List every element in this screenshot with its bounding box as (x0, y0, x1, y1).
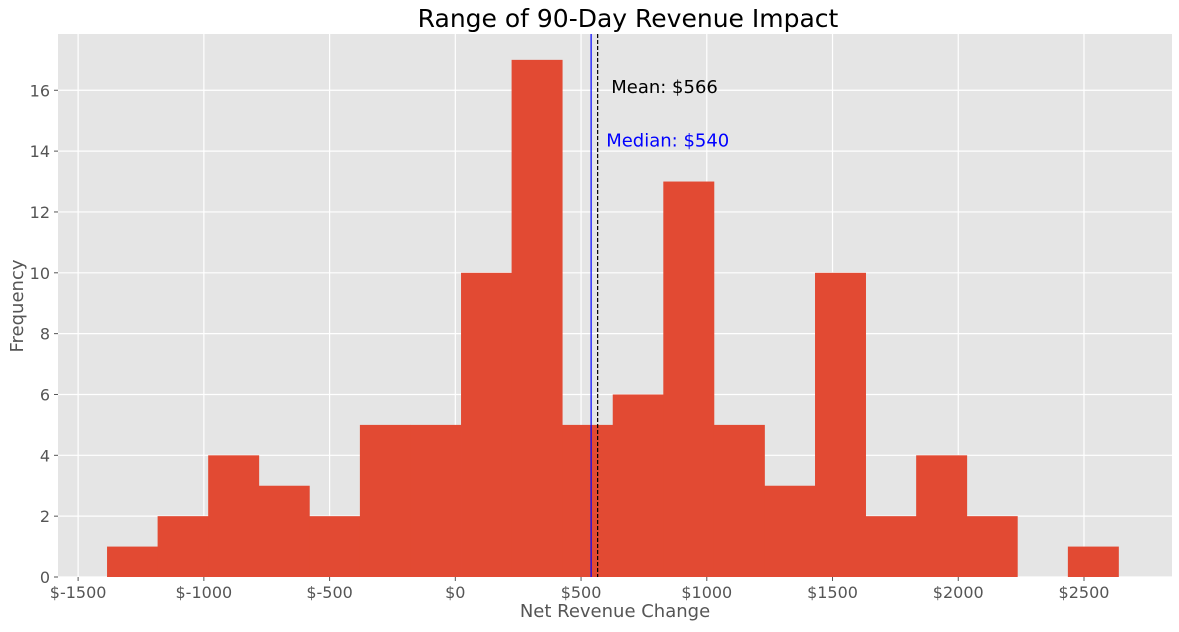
y-tick-label: 10 (30, 264, 50, 283)
x-tick-label: $1000 (681, 583, 732, 602)
histogram-bar (612, 394, 664, 577)
histogram-bar (461, 272, 512, 577)
y-tick-label: 14 (30, 142, 50, 161)
y-axis-ticks: 0 2 4 6 8 10 12 14 16 (30, 81, 58, 587)
histogram-bar (309, 516, 361, 577)
histogram-bar (157, 516, 209, 577)
x-axis-ticks: $-1500 $-1000 $-500 $0 $500 $1000 $1500 $2000 $2… (50, 577, 1110, 602)
y-tick-label: 8 (40, 325, 50, 344)
x-tick-label: $0 (445, 583, 465, 602)
y-tick-label: 2 (40, 507, 50, 526)
x-tick-label: $2000 (933, 583, 984, 602)
x-tick-label: $-1500 (50, 583, 107, 602)
y-tick-label: 4 (40, 446, 50, 465)
y-axis-label: Frequency (7, 259, 28, 352)
histogram-bar (1067, 546, 1119, 577)
mean-label: Mean: $566 (611, 77, 718, 98)
y-tick-label: 6 (40, 385, 50, 404)
y-tick-label: 12 (30, 203, 50, 222)
histogram-bar (107, 546, 159, 577)
x-axis-label: Net Revenue Change (520, 601, 710, 622)
x-tick-label: $500 (561, 583, 602, 602)
histogram-bar (562, 424, 614, 577)
x-tick-label: $2500 (1059, 583, 1110, 602)
histogram-bar (410, 424, 462, 577)
x-tick-label: $-1000 (176, 583, 233, 602)
median-label: Median: $540 (606, 130, 729, 151)
y-tick-label: 16 (30, 81, 50, 100)
histogram-bar (713, 424, 765, 577)
annotations: Mean: $566 Median: $540 (606, 77, 729, 151)
histogram-bar (865, 516, 917, 577)
histogram-bar (966, 516, 1018, 577)
histogram-bar (764, 485, 816, 577)
histogram-bar (916, 455, 968, 577)
chart-title: Range of 90-Day Revenue Impact (418, 4, 839, 33)
histogram-bars (107, 59, 1119, 578)
histogram-bar (815, 272, 866, 577)
histogram-bar (258, 485, 310, 577)
y-tick-label: 0 (40, 568, 50, 587)
x-tick-label: $-500 (306, 583, 353, 602)
reference-lines (590, 34, 599, 577)
histogram-bar (663, 181, 715, 577)
x-tick-label: $1500 (807, 583, 858, 602)
histogram-bar (208, 455, 260, 577)
histogram-bar (359, 424, 411, 577)
histogram-bar (511, 59, 563, 578)
